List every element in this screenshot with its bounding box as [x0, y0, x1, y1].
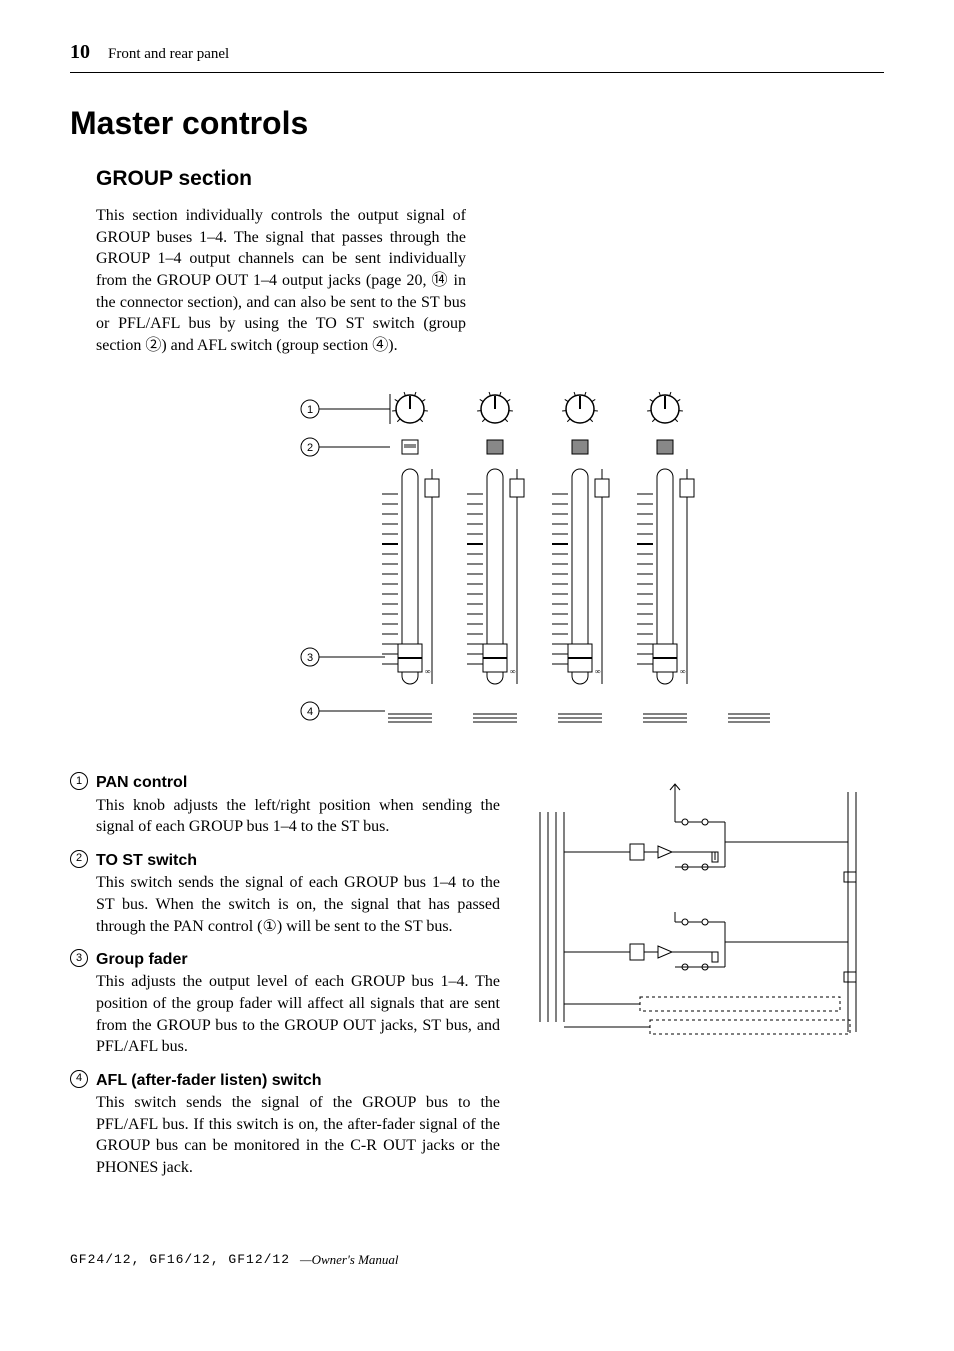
signal-schematic-svg — [530, 772, 870, 1052]
svg-text:∞: ∞ — [510, 667, 516, 676]
definition-title: PAN control — [96, 774, 187, 791]
definition-body: This switch sends the signal of each GRO… — [96, 872, 500, 937]
intro-paragraph: This section individually controls the o… — [96, 205, 466, 356]
callout-1: 1 — [301, 394, 390, 424]
definition-item: 1 PAN control This knob adjusts the left… — [70, 772, 500, 838]
svg-text:4: 4 — [307, 706, 313, 718]
definition-title: AFL (after-fader listen) switch — [96, 1072, 322, 1089]
callout-2: 2 — [301, 438, 390, 456]
definitions-list: 1 PAN control This knob adjusts the left… — [70, 772, 500, 1190]
definition-item: 4 AFL (after-fader listen) switch This s… — [70, 1070, 500, 1179]
definitions-section: 1 PAN control This knob adjusts the left… — [70, 772, 884, 1190]
definition-body: This knob adjusts the left/right positio… — [96, 795, 500, 838]
svg-text:1: 1 — [307, 404, 313, 416]
panel-diagram: 1 2 3 4 ∞ ∞ ∞ ∞ — [96, 384, 884, 744]
definition-number: 4 — [70, 1070, 88, 1088]
page-number: 10 — [70, 38, 90, 66]
sub-heading: GROUP section — [96, 164, 884, 193]
callout-3: 3 — [301, 648, 385, 666]
page-footer: GF24/12, GF16/12, GF12/12 —Owner's Manua… — [70, 1251, 884, 1269]
svg-text:3: 3 — [307, 652, 313, 664]
panel-diagram-svg: 1 2 3 4 ∞ ∞ ∞ ∞ — [210, 384, 770, 744]
definition-number: 2 — [70, 850, 88, 868]
callout-4: 4 — [301, 702, 385, 720]
header-section-title: Front and rear panel — [108, 44, 229, 65]
svg-text:∞: ∞ — [595, 667, 601, 676]
definition-body: This switch sends the signal of the GROU… — [96, 1092, 500, 1178]
signal-schematic — [530, 772, 870, 1190]
footer-models: GF24/12, GF16/12, GF12/12 — [70, 1251, 290, 1269]
definition-number: 3 — [70, 949, 88, 967]
definition-number: 1 — [70, 772, 88, 790]
main-heading: Master controls — [70, 101, 884, 146]
svg-text:2: 2 — [307, 442, 313, 454]
svg-text:∞: ∞ — [680, 667, 686, 676]
svg-text:∞: ∞ — [425, 667, 431, 676]
definition-body: This adjusts the output level of each GR… — [96, 971, 500, 1057]
definition-title: Group fader — [96, 951, 188, 968]
definition-item: 2 TO ST switch This switch sends the sig… — [70, 850, 500, 937]
footer-suffix: —Owner's Manual — [300, 1251, 398, 1269]
definition-item: 3 Group fader This adjusts the output le… — [70, 949, 500, 1058]
definition-title: TO ST switch — [96, 852, 197, 869]
page-header: 10 Front and rear panel — [70, 38, 884, 73]
